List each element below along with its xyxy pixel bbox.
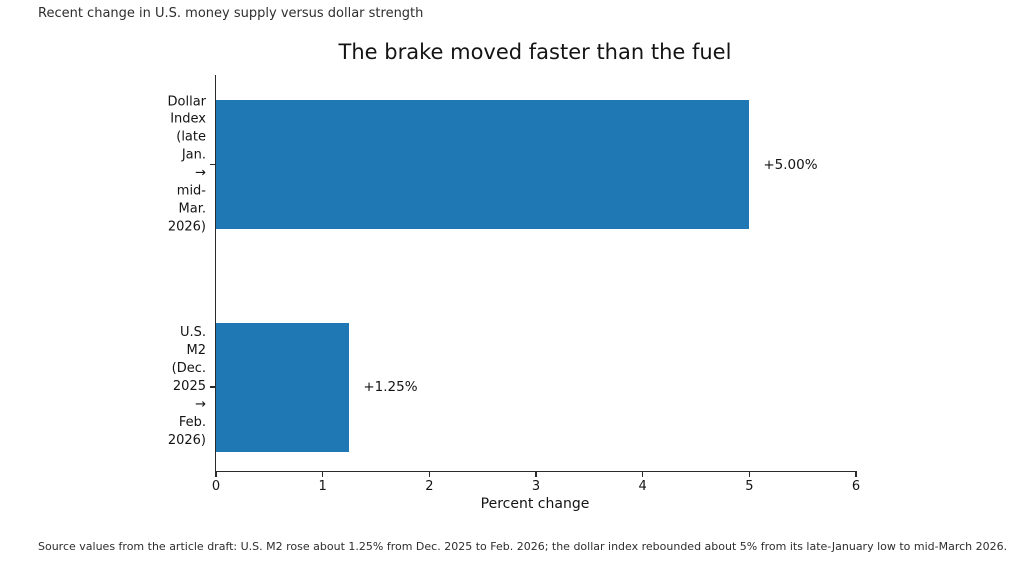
x-axis-tick-label: 3 <box>531 479 541 494</box>
y-axis-category-label: Dollar Index (late Jan. → mid-Mar. 2026) <box>167 93 207 235</box>
x-axis-tick-label: 6 <box>851 479 861 494</box>
x-axis-title: Percent change <box>480 496 590 512</box>
x-axis-tick-label: 0 <box>211 479 221 494</box>
x-axis-tick-label: 4 <box>638 479 647 494</box>
x-axis-tick <box>215 471 217 477</box>
x-axis-tick <box>321 471 324 477</box>
bar-value-label: +5.00% <box>763 156 818 173</box>
bar <box>216 322 350 452</box>
x-axis-tick <box>535 471 537 477</box>
y-axis-category-label: U.S. M2 (Dec. 2025 → Feb. 2026) <box>167 325 206 448</box>
x-axis-tick <box>428 471 431 477</box>
y-axis-tick <box>210 386 216 388</box>
y-axis-tick <box>210 163 216 166</box>
x-axis-tick <box>641 471 644 477</box>
plot-area: +5.00% Dollar Index (late Jan. → mid-Mar.… <box>168 75 860 494</box>
x-axis-tick-label: 2 <box>425 479 434 494</box>
figure-suptitle: Recent change in U.S. money supply versu… <box>38 6 424 21</box>
x-axis-tick-label: 1 <box>318 479 327 494</box>
bar <box>216 100 750 230</box>
bar-value-label: +1.25% <box>363 379 418 395</box>
chart-title: The brake moved faster than the fuel <box>338 40 732 64</box>
x-axis-tick-label: 5 <box>745 479 754 494</box>
x-axis-tick <box>855 471 857 477</box>
source-note: Source values from the article draft: U.… <box>38 540 1008 553</box>
x-axis-tick <box>748 471 751 477</box>
